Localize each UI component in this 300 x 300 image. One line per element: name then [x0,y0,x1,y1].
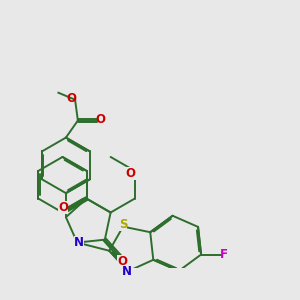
Text: O: O [58,201,68,214]
Text: O: O [96,112,106,126]
Text: O: O [117,255,127,268]
Text: S: S [119,218,127,231]
Text: F: F [220,248,228,261]
Text: N: N [74,236,84,249]
Text: O: O [66,92,76,104]
Text: N: N [122,265,132,278]
Text: O: O [125,167,136,180]
